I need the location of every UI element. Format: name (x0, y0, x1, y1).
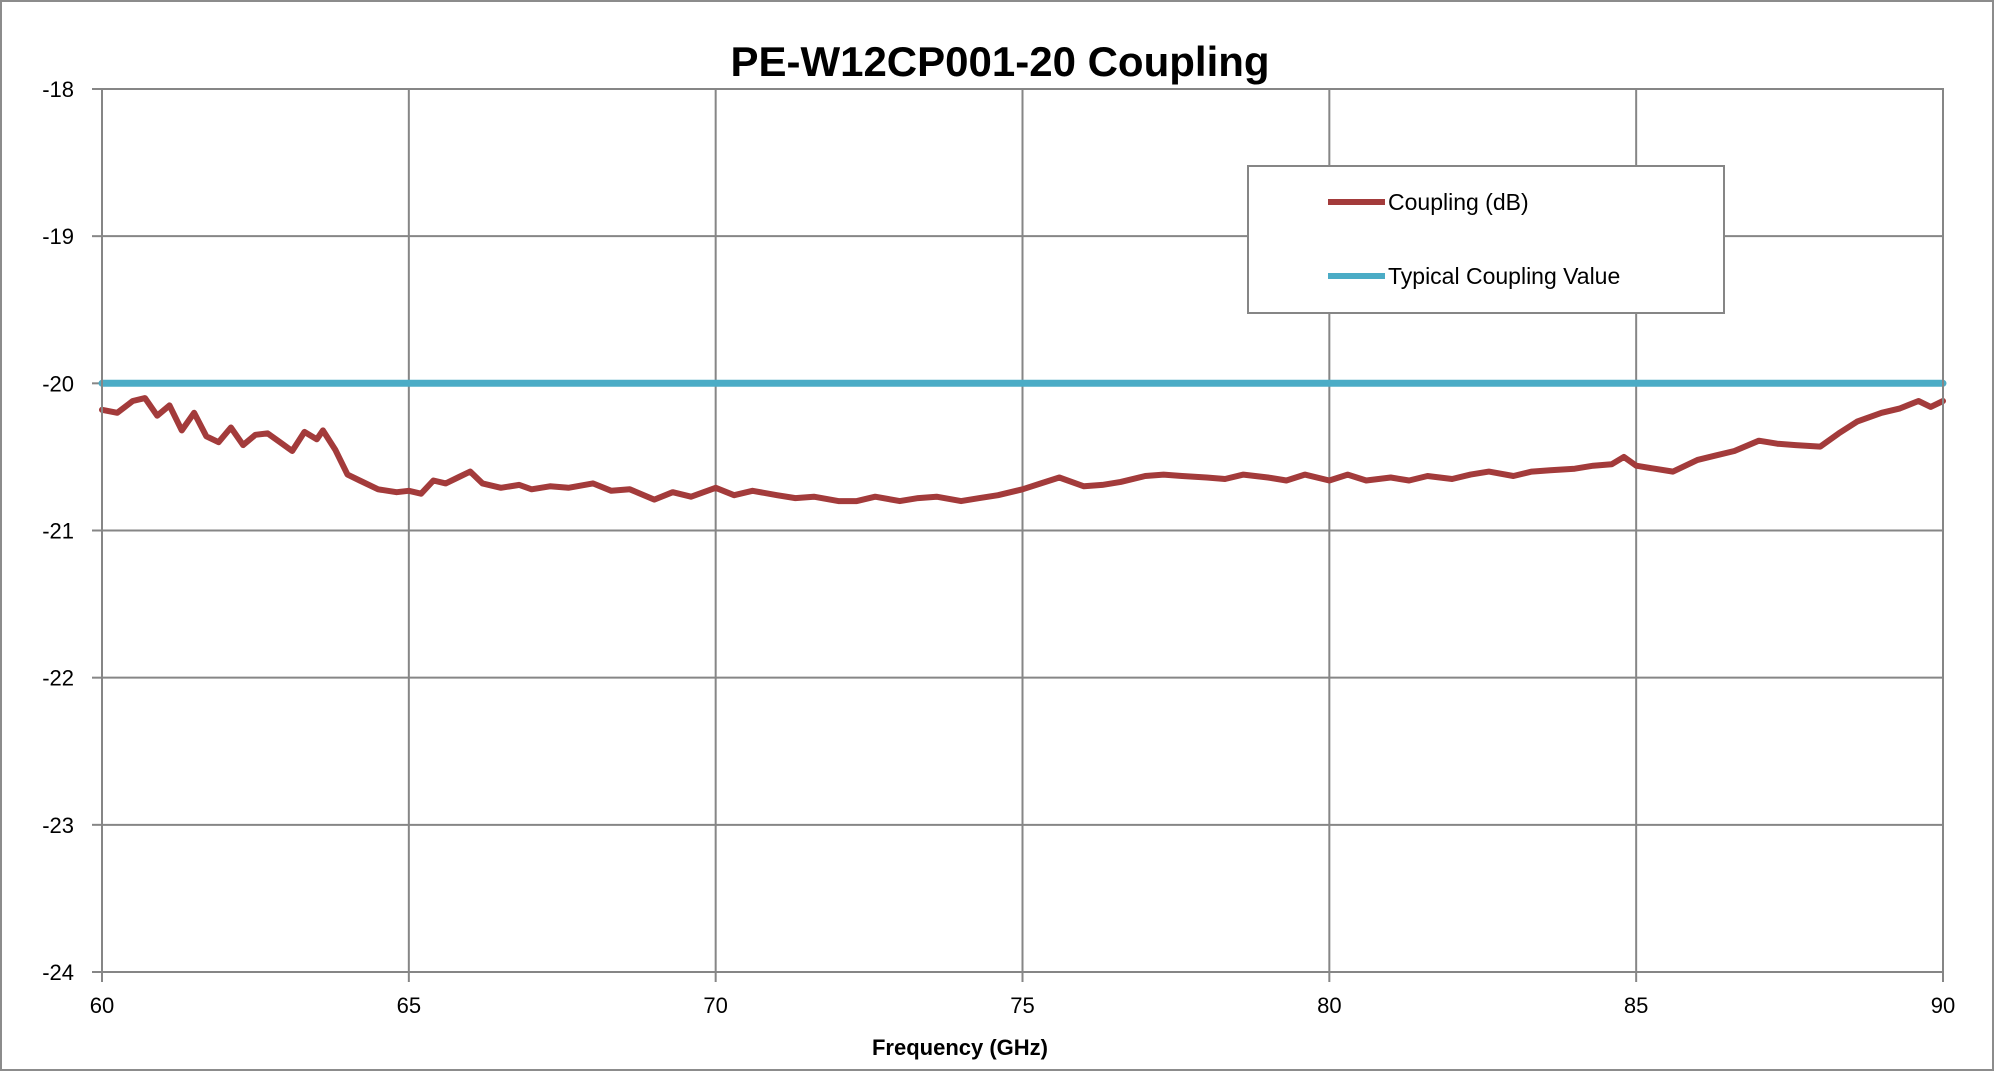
plot-area-border (101, 88, 1944, 973)
y-tick-label: -21 (42, 519, 74, 544)
x-tick-label: 70 (703, 993, 727, 1018)
legend-box (1247, 165, 1725, 314)
x-tick-label: 80 (1317, 993, 1341, 1018)
x-tick-label: 90 (1931, 993, 1955, 1018)
x-tick-label: 85 (1624, 993, 1648, 1018)
x-tick-label: 60 (90, 993, 114, 1018)
y-tick-label: -22 (42, 666, 74, 691)
y-tick-label: -23 (42, 813, 74, 838)
x-axis-ticks: 60 65 70 75 80 85 90 (90, 972, 1955, 1018)
series-lines (98, 379, 1947, 505)
x-tick-label: 75 (1010, 993, 1034, 1018)
y-tick-label: -19 (42, 224, 74, 249)
legend-label-typical: Typical Coupling Value (1388, 263, 1620, 289)
y-tick-label: -20 (42, 371, 74, 396)
legend: Coupling (dB) Typical Coupling Value (1247, 165, 1725, 314)
x-axis-label: Frequency (GHz) (872, 1035, 1048, 1060)
y-tick-label: -18 (42, 77, 74, 102)
y-tick-label: -24 (42, 960, 74, 985)
legend-label-coupling: Coupling (dB) (1388, 189, 1529, 215)
chart-title: PE-W12CP001-20 Coupling (730, 38, 1269, 85)
x-tick-label: 65 (397, 993, 421, 1018)
series-line-coupling (99, 395, 1946, 505)
